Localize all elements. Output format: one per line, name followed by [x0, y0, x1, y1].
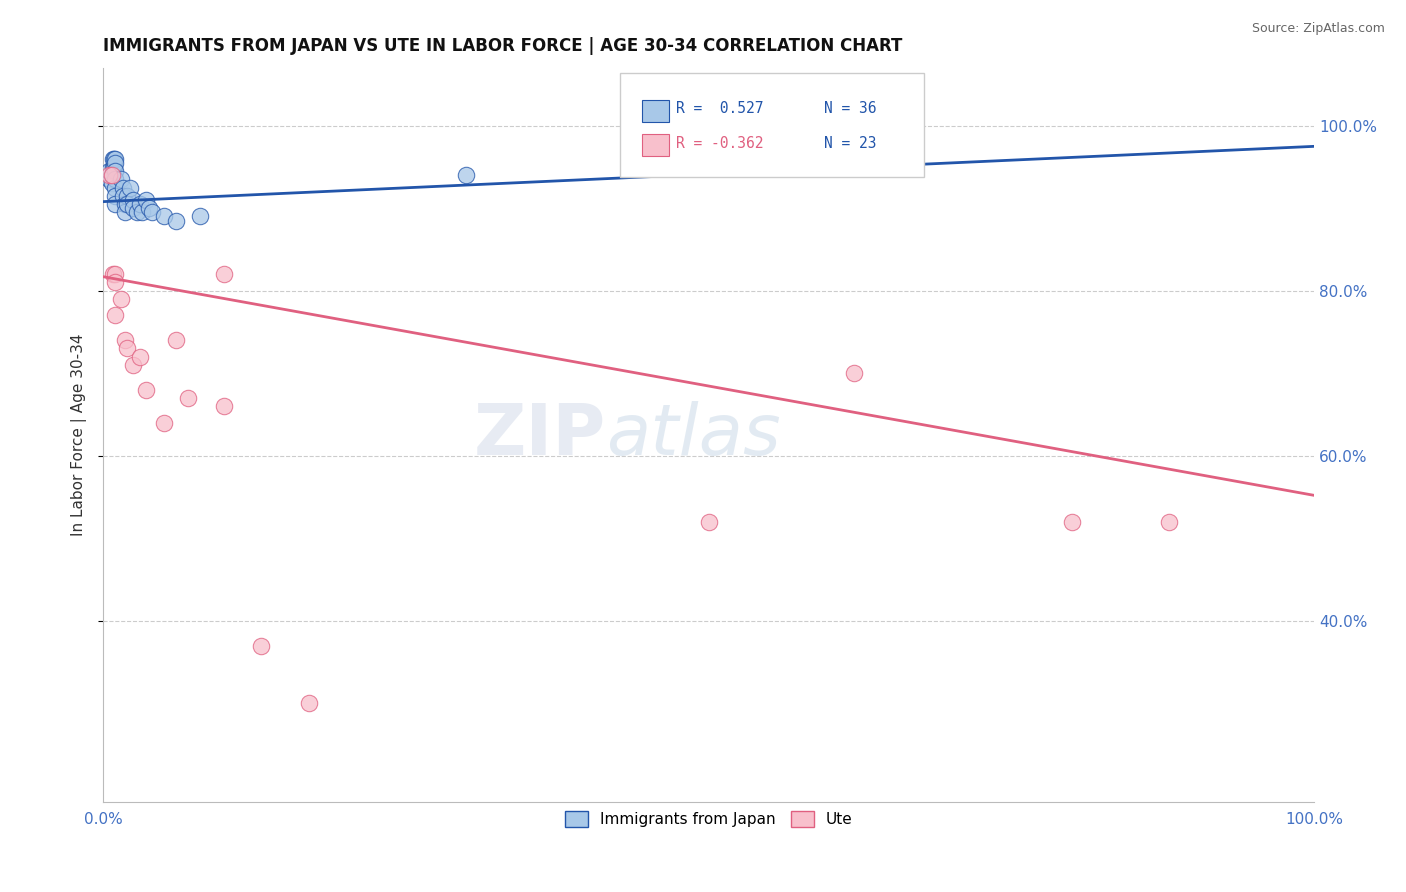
Point — [104, 267, 127, 281]
Point — [697, 515, 720, 529]
Text: Source: ZipAtlas.com: Source: ZipAtlas.com — [1251, 22, 1385, 36]
Point — [165, 333, 187, 347]
Point — [842, 366, 865, 380]
Bar — [643, 134, 669, 156]
Point — [141, 205, 163, 219]
Point — [104, 180, 127, 194]
FancyBboxPatch shape — [620, 73, 924, 177]
Point — [117, 342, 139, 356]
Point — [114, 205, 136, 219]
Text: N = 23: N = 23 — [824, 136, 876, 151]
Point — [104, 309, 127, 323]
Point — [1157, 515, 1180, 529]
Point — [104, 189, 127, 203]
Point — [188, 210, 211, 224]
Point — [298, 696, 321, 710]
Point — [214, 399, 236, 413]
Point — [104, 276, 127, 290]
Point — [104, 197, 127, 211]
Point — [100, 168, 122, 182]
Point — [103, 160, 125, 174]
Point — [122, 358, 145, 372]
Point — [128, 197, 150, 211]
Text: IMMIGRANTS FROM JAPAN VS UTE IN LABOR FORCE | AGE 30-34 CORRELATION CHART: IMMIGRANTS FROM JAPAN VS UTE IN LABOR FO… — [103, 37, 903, 55]
Text: N = 36: N = 36 — [824, 101, 876, 116]
Point — [100, 168, 122, 182]
Point — [104, 172, 127, 186]
Point — [101, 152, 124, 166]
Point — [135, 383, 157, 397]
Point — [101, 160, 124, 174]
Point — [110, 172, 132, 186]
Point — [98, 164, 121, 178]
Point — [104, 164, 127, 178]
Point — [104, 156, 127, 170]
Point — [135, 193, 157, 207]
Point — [98, 172, 121, 186]
Point — [214, 267, 236, 281]
Point — [127, 205, 149, 219]
Point — [152, 416, 174, 430]
Text: ZIP: ZIP — [474, 401, 606, 469]
Point — [98, 168, 121, 182]
Point — [177, 391, 200, 405]
Point — [249, 639, 271, 653]
Text: R = -0.362: R = -0.362 — [676, 136, 763, 151]
Point — [114, 333, 136, 347]
Legend: Immigrants from Japan, Ute: Immigrants from Japan, Ute — [557, 804, 860, 835]
Point — [122, 201, 145, 215]
Point — [165, 213, 187, 227]
Point — [100, 177, 122, 191]
Point — [122, 193, 145, 207]
Point — [138, 201, 160, 215]
Point — [117, 197, 139, 211]
Point — [117, 189, 139, 203]
Point — [101, 267, 124, 281]
Text: R =  0.527: R = 0.527 — [676, 101, 763, 116]
Point — [128, 350, 150, 364]
Point — [111, 180, 134, 194]
Bar — [643, 100, 669, 121]
Point — [152, 210, 174, 224]
Point — [456, 168, 478, 182]
Point — [110, 292, 132, 306]
Point — [103, 152, 125, 166]
Point — [114, 197, 136, 211]
Point — [111, 189, 134, 203]
Point — [104, 152, 127, 166]
Point — [758, 144, 780, 158]
Point — [131, 205, 153, 219]
Y-axis label: In Labor Force | Age 30-34: In Labor Force | Age 30-34 — [72, 334, 87, 536]
Text: atlas: atlas — [606, 401, 780, 469]
Point — [1060, 515, 1083, 529]
Point — [118, 180, 141, 194]
